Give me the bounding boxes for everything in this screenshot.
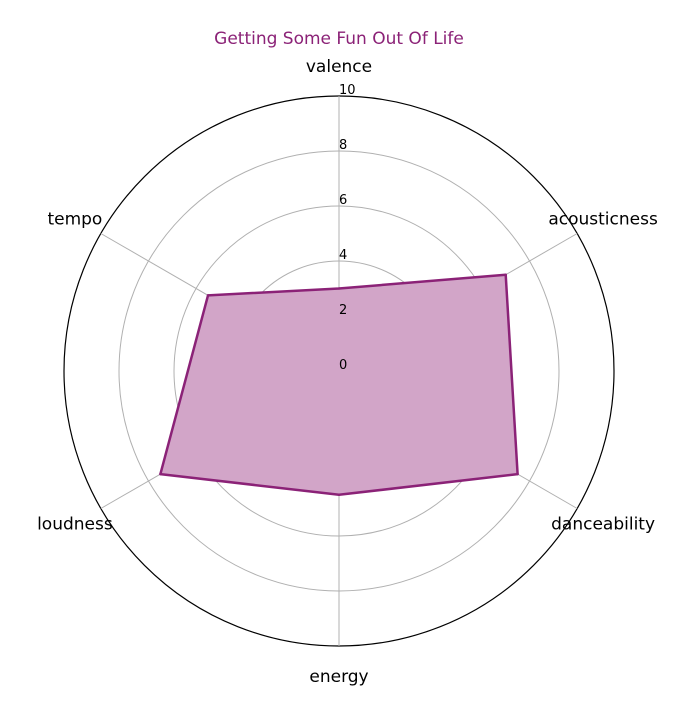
data-point-acousticness [504, 273, 507, 276]
tick-label-0: 0 [339, 358, 347, 373]
axis-label-valence: valence [306, 57, 372, 77]
tick-label-2: 2 [339, 303, 347, 318]
data-point-tempo [206, 294, 210, 297]
tick-layer: 0 2 4 6 8 10 [339, 83, 356, 373]
tick-label-6: 6 [339, 193, 347, 208]
data-point-danceability [516, 472, 519, 476]
axis-label-energy: energy [309, 667, 368, 687]
axis-label-loudness: loudness [37, 515, 113, 535]
axis-label-danceability: danceability [551, 515, 655, 535]
axis-label-tempo: tempo [47, 210, 102, 230]
data-point-energy [337, 493, 341, 496]
data-layer [159, 273, 519, 497]
tick-label-10: 10 [339, 83, 356, 98]
data-point-loudness [159, 472, 162, 476]
axis-label-acousticness: acousticness [548, 210, 658, 230]
data-point-valence [337, 287, 341, 290]
tick-label-8: 8 [339, 138, 347, 153]
label-layer: valence acousticness danceability energy lou… [37, 57, 658, 687]
chart-title: Getting Some Fun Out Of Life [214, 29, 464, 49]
tick-label-4: 4 [339, 248, 347, 263]
